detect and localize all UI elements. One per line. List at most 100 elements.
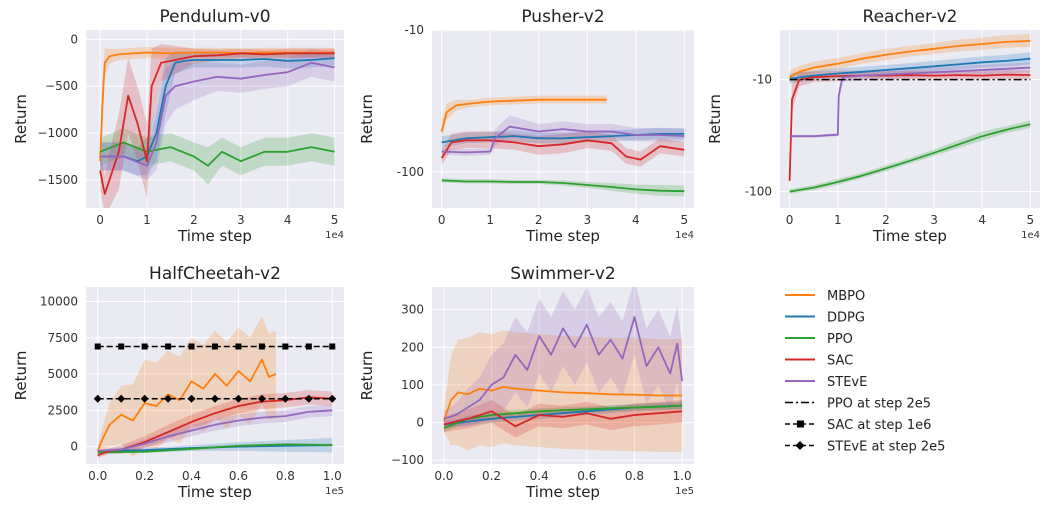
x-offset-label: 1e4 <box>1021 230 1040 241</box>
x-tick-label: 1.0 <box>673 469 692 483</box>
plot-background <box>780 30 1040 208</box>
series-line-ppo <box>443 404 683 430</box>
x-tick-label: 0.6 <box>577 469 596 483</box>
reference-marker-diamond <box>328 394 337 403</box>
x-tick-label: 0 <box>438 213 446 227</box>
x-tick-label: 4 <box>284 213 292 227</box>
chart-title: Swimmer-v2 <box>510 264 615 284</box>
chart-title: Reacher-v2 <box>863 7 958 27</box>
y-tick-label: −1000 <box>37 126 78 140</box>
reference-marker-square <box>305 343 312 350</box>
x-offset-label: 1e4 <box>325 230 344 241</box>
x-offset-label: 1e5 <box>675 486 694 497</box>
legend-label: STEvE <box>827 375 867 390</box>
series-band-sac <box>97 390 333 459</box>
series-line-steve <box>441 125 685 154</box>
series-line-mbpo <box>789 40 1031 78</box>
x-tick-label: 3 <box>237 213 245 227</box>
chart-panel-pendulum-v0: 0 1 2 3 4 5 0 −500 −1000 −1500 Pendulum-v0 Time ste… <box>12 7 344 245</box>
legend-item-sac-at-step-1e6: SAC at step 1e6 <box>785 418 931 433</box>
chart-panel-swimmer-v2: 0.0 0.2 0.4 0.6 0.8 1.0 −100 0 100 200 300 Swimmer-… <box>358 264 694 501</box>
plot-area <box>93 316 337 459</box>
y-tick-label: 2500 <box>47 403 78 417</box>
reference-marker-diamond <box>117 394 126 403</box>
chart-panel-pusher-v2: 0 1 2 3 4 5 -10 -100 Pusher-v2 Time step Return 1e4 <box>358 7 694 245</box>
reference-marker-square <box>118 343 125 350</box>
x-tick-label: 0 <box>96 213 104 227</box>
chart-title: Pendulum-v0 <box>159 7 270 27</box>
x-tick-label: 0.4 <box>182 469 201 483</box>
y-axis-label: Return <box>12 351 30 401</box>
x-tick-label: 0.0 <box>88 469 107 483</box>
plot-area <box>440 95 685 197</box>
x-tick-label: 2 <box>190 213 198 227</box>
series-band-steve <box>100 48 335 180</box>
series-line-steve <box>789 66 1031 138</box>
y-tick-label: -100 <box>745 185 772 199</box>
legend-label: MBPO <box>827 289 865 304</box>
reference-marker-square <box>141 343 148 350</box>
series-band-steve <box>443 287 683 427</box>
y-tick-label: -10 <box>752 73 772 87</box>
x-axis-label: Time step <box>525 483 600 501</box>
y-tick-label: −500 <box>45 79 78 93</box>
legend-label: PPO <box>827 332 853 347</box>
legend-item-mbpo: MBPO <box>785 289 865 304</box>
chart-panel-reacher-v2: 0 1 2 3 4 5 -10 -100 Reacher-v2 Time step Return 1e… <box>706 7 1040 245</box>
x-tick-label: 0.2 <box>135 469 154 483</box>
y-tick-label: 300 <box>401 303 424 317</box>
chart-title: HalfCheetah-v2 <box>149 264 281 284</box>
legend-item-steve: STEvE <box>785 375 867 390</box>
y-tick-label: -100 <box>397 165 424 179</box>
series-line-ddpg <box>789 57 1031 80</box>
series-line-sac <box>443 410 683 428</box>
reference-marker-square <box>212 343 218 350</box>
y-tick-label: 7500 <box>47 331 78 345</box>
legend-item-ppo: PPO <box>785 332 853 347</box>
x-axis-label: Time step <box>525 227 600 245</box>
x-tick-label: 5 <box>680 213 688 227</box>
y-axis-label: Return <box>706 94 724 144</box>
legend: MBPO DDPG PPO SAC STEvE PPO at step 2e5 SAC at… <box>785 289 945 455</box>
series-line-mbpo <box>96 358 277 452</box>
series-band-sac <box>100 44 335 208</box>
x-tick-label: 0.8 <box>276 469 295 483</box>
x-tick-label: 0.4 <box>530 469 549 483</box>
plot-background <box>432 30 694 208</box>
legend-label: STEvE at step 2e5 <box>827 440 945 455</box>
legend-label: SAC at step 1e6 <box>827 418 931 433</box>
series-line-mbpo <box>443 385 683 421</box>
reference-marker-square <box>329 343 336 350</box>
series-line-sac <box>440 139 685 161</box>
x-tick-label: 0.8 <box>625 469 644 483</box>
legend-item-ddpg: DDPG <box>785 311 865 326</box>
y-tick-label: 0 <box>70 440 78 454</box>
series-line-sac <box>99 52 335 195</box>
reference-marker-diamond <box>187 394 196 403</box>
reference-marker-diamond <box>257 394 266 403</box>
series-line-mbpo <box>440 98 607 132</box>
series-line-ppo <box>441 179 685 193</box>
x-tick-label: 0.0 <box>434 469 453 483</box>
series-line-steve <box>443 316 683 420</box>
series-line-ppo <box>97 443 333 454</box>
x-axis-label: Time step <box>872 227 947 245</box>
x-tick-label: 1 <box>486 213 494 227</box>
series-band-sac <box>441 131 685 167</box>
reference-marker-square <box>282 343 289 350</box>
reference-marker-diamond <box>140 394 149 403</box>
series-band-ddpg <box>100 50 335 176</box>
series-line-steve <box>100 61 335 167</box>
series-band-mbpo <box>100 46 335 165</box>
y-tick-label: 200 <box>401 340 424 354</box>
series-line-ddpg <box>100 57 335 163</box>
series-line-mbpo <box>99 51 335 162</box>
series-band-steve <box>789 62 1031 138</box>
x-tick-label: 2 <box>535 213 543 227</box>
legend-item-ppo-at-step-2e5: PPO at step 2e5 <box>785 397 931 412</box>
y-axis-label: Return <box>358 94 376 144</box>
reference-marker-diamond <box>234 394 243 403</box>
reference-marker-square <box>258 343 265 350</box>
chart-panel-halfcheetah-v2: 0.0 0.2 0.4 0.6 0.8 1.0 0 2500 5000 7500 10000 Half… <box>12 264 344 501</box>
